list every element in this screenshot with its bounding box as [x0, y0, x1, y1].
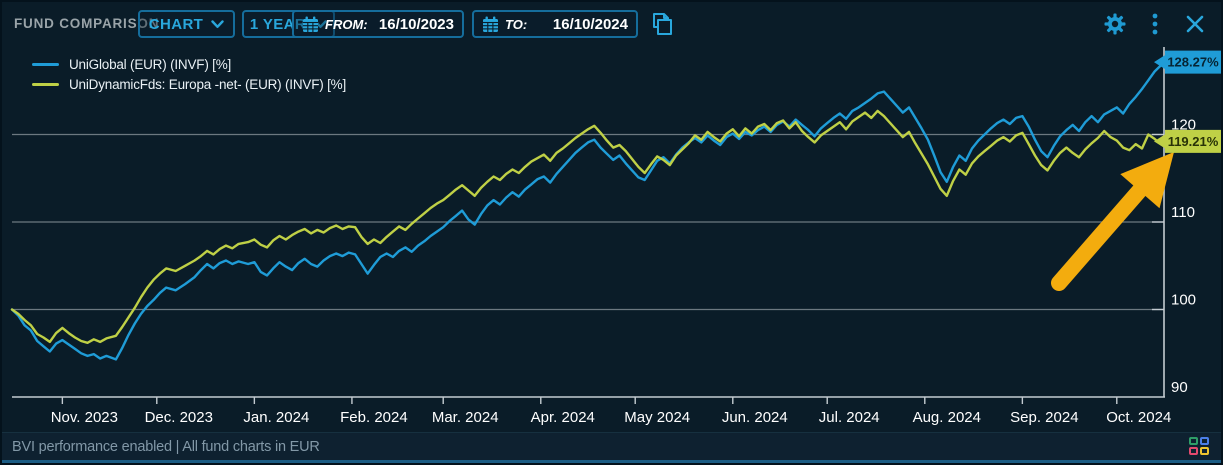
x-axis-month-label: Mar. 2024: [432, 409, 499, 426]
toolbar-right-icons: [1103, 10, 1207, 38]
legend-item-unidynamicfds[interactable]: UniDynamicFds: Europa -net- (EUR) (INVF)…: [32, 74, 346, 94]
axes: 90 100 110 120 Nov. 2023 Dec. 2023 Jan. 2024 Fe…: [12, 47, 1196, 426]
end-value-tag-unidynamicfds: 119.21%: [1154, 129, 1221, 153]
widget-title: FUND COMPARISON: [14, 16, 160, 31]
chart-type-dropdown[interactable]: CHART: [138, 10, 235, 38]
grid-icon-square-red: [1189, 447, 1198, 455]
to-date-value[interactable]: 16/10/2024: [552, 15, 628, 33]
legend-swatch-blue: [32, 62, 59, 66]
y-axis-label: 90: [1171, 379, 1188, 396]
legend-label: UniGlobal (EUR) (INVF) [%]: [69, 56, 232, 72]
x-axis-month-label: Oct. 2024: [1106, 409, 1171, 426]
x-axis-month-label: Sep. 2024: [1010, 409, 1078, 426]
kebab-menu-icon[interactable]: [1143, 10, 1167, 38]
y-axis-label: 110: [1171, 204, 1195, 221]
fund-performance-chart[interactable]: 90 100 110 120 Nov. 2023 Dec. 2023 Jan. 2024 Fe…: [2, 2, 1223, 436]
close-icon[interactable]: [1183, 10, 1207, 38]
svg-text:119.21%: 119.21%: [1168, 134, 1219, 149]
toolbar: FUND COMPARISON CHART 1 YEAR: [2, 2, 1221, 46]
time-range-dropdown[interactable]: 1 YEAR: [242, 10, 335, 38]
x-axis-month-label: Jun. 2024: [722, 409, 788, 426]
copy-icon[interactable]: [648, 10, 676, 38]
to-date-label: TO:: [505, 16, 528, 32]
settings-gear-icon[interactable]: [1103, 10, 1127, 38]
series-line-unidynamicfds: [10, 109, 1166, 344]
series-line-uniglobal: [10, 60, 1166, 361]
gridlines: [12, 133, 1164, 311]
x-axis-month-label: Jul. 2024: [819, 409, 880, 426]
x-axis-month-label: Apr. 2024: [531, 409, 595, 426]
grid-icon-square-blue: [1200, 437, 1209, 445]
from-date-value[interactable]: 16/10/2023: [378, 15, 454, 33]
x-axis-month-label: Nov. 2023: [51, 409, 118, 426]
grid-icon-square-yellow: [1200, 447, 1209, 455]
x-axis-month-label: Dec. 2023: [145, 409, 213, 426]
y-axis-label: 100: [1171, 292, 1196, 309]
legend-label: UniDynamicFds: Europa -net- (EUR) (INVF)…: [69, 76, 347, 92]
from-date-label: FROM:: [325, 16, 368, 32]
time-range-dropdown-label: 1 YEAR: [249, 15, 307, 33]
x-axis-month-label: Jan. 2024: [243, 409, 309, 426]
calendar-icon: [303, 16, 318, 32]
from-date-field[interactable]: FROM: 16/10/2023: [292, 10, 464, 38]
status-text: BVI performance enabled | All fund chart…: [12, 438, 320, 455]
x-axis-month-label: Feb. 2024: [340, 409, 408, 426]
calendar-icon: [483, 16, 498, 32]
x-axis-month-label: May 2024: [624, 409, 690, 426]
chart-legend: UniGlobal (EUR) (INVF) [%] UniDynamicFds…: [32, 54, 346, 94]
legend-swatch-green: [32, 82, 59, 86]
svg-text:128.27%: 128.27%: [1167, 55, 1219, 70]
legend-item-uniglobal[interactable]: UniGlobal (EUR) (INVF) [%]: [32, 54, 346, 74]
y-axis-label: 120: [1171, 117, 1196, 134]
highlight-arrow: [1051, 152, 1174, 291]
x-axis-month-label: Aug. 2024: [913, 409, 981, 426]
end-value-tag-uniglobal: 128.27%: [1154, 50, 1221, 74]
chart-type-dropdown-label: CHART: [148, 15, 204, 33]
chevron-down-icon: [211, 19, 224, 28]
grid-icon-square-green: [1189, 437, 1198, 445]
to-date-field[interactable]: TO: 16/10/2024: [472, 10, 638, 38]
status-bar: BVI performance enabled | All fund chart…: [2, 432, 1221, 463]
dashboard-grid-icon[interactable]: [1189, 437, 1209, 456]
